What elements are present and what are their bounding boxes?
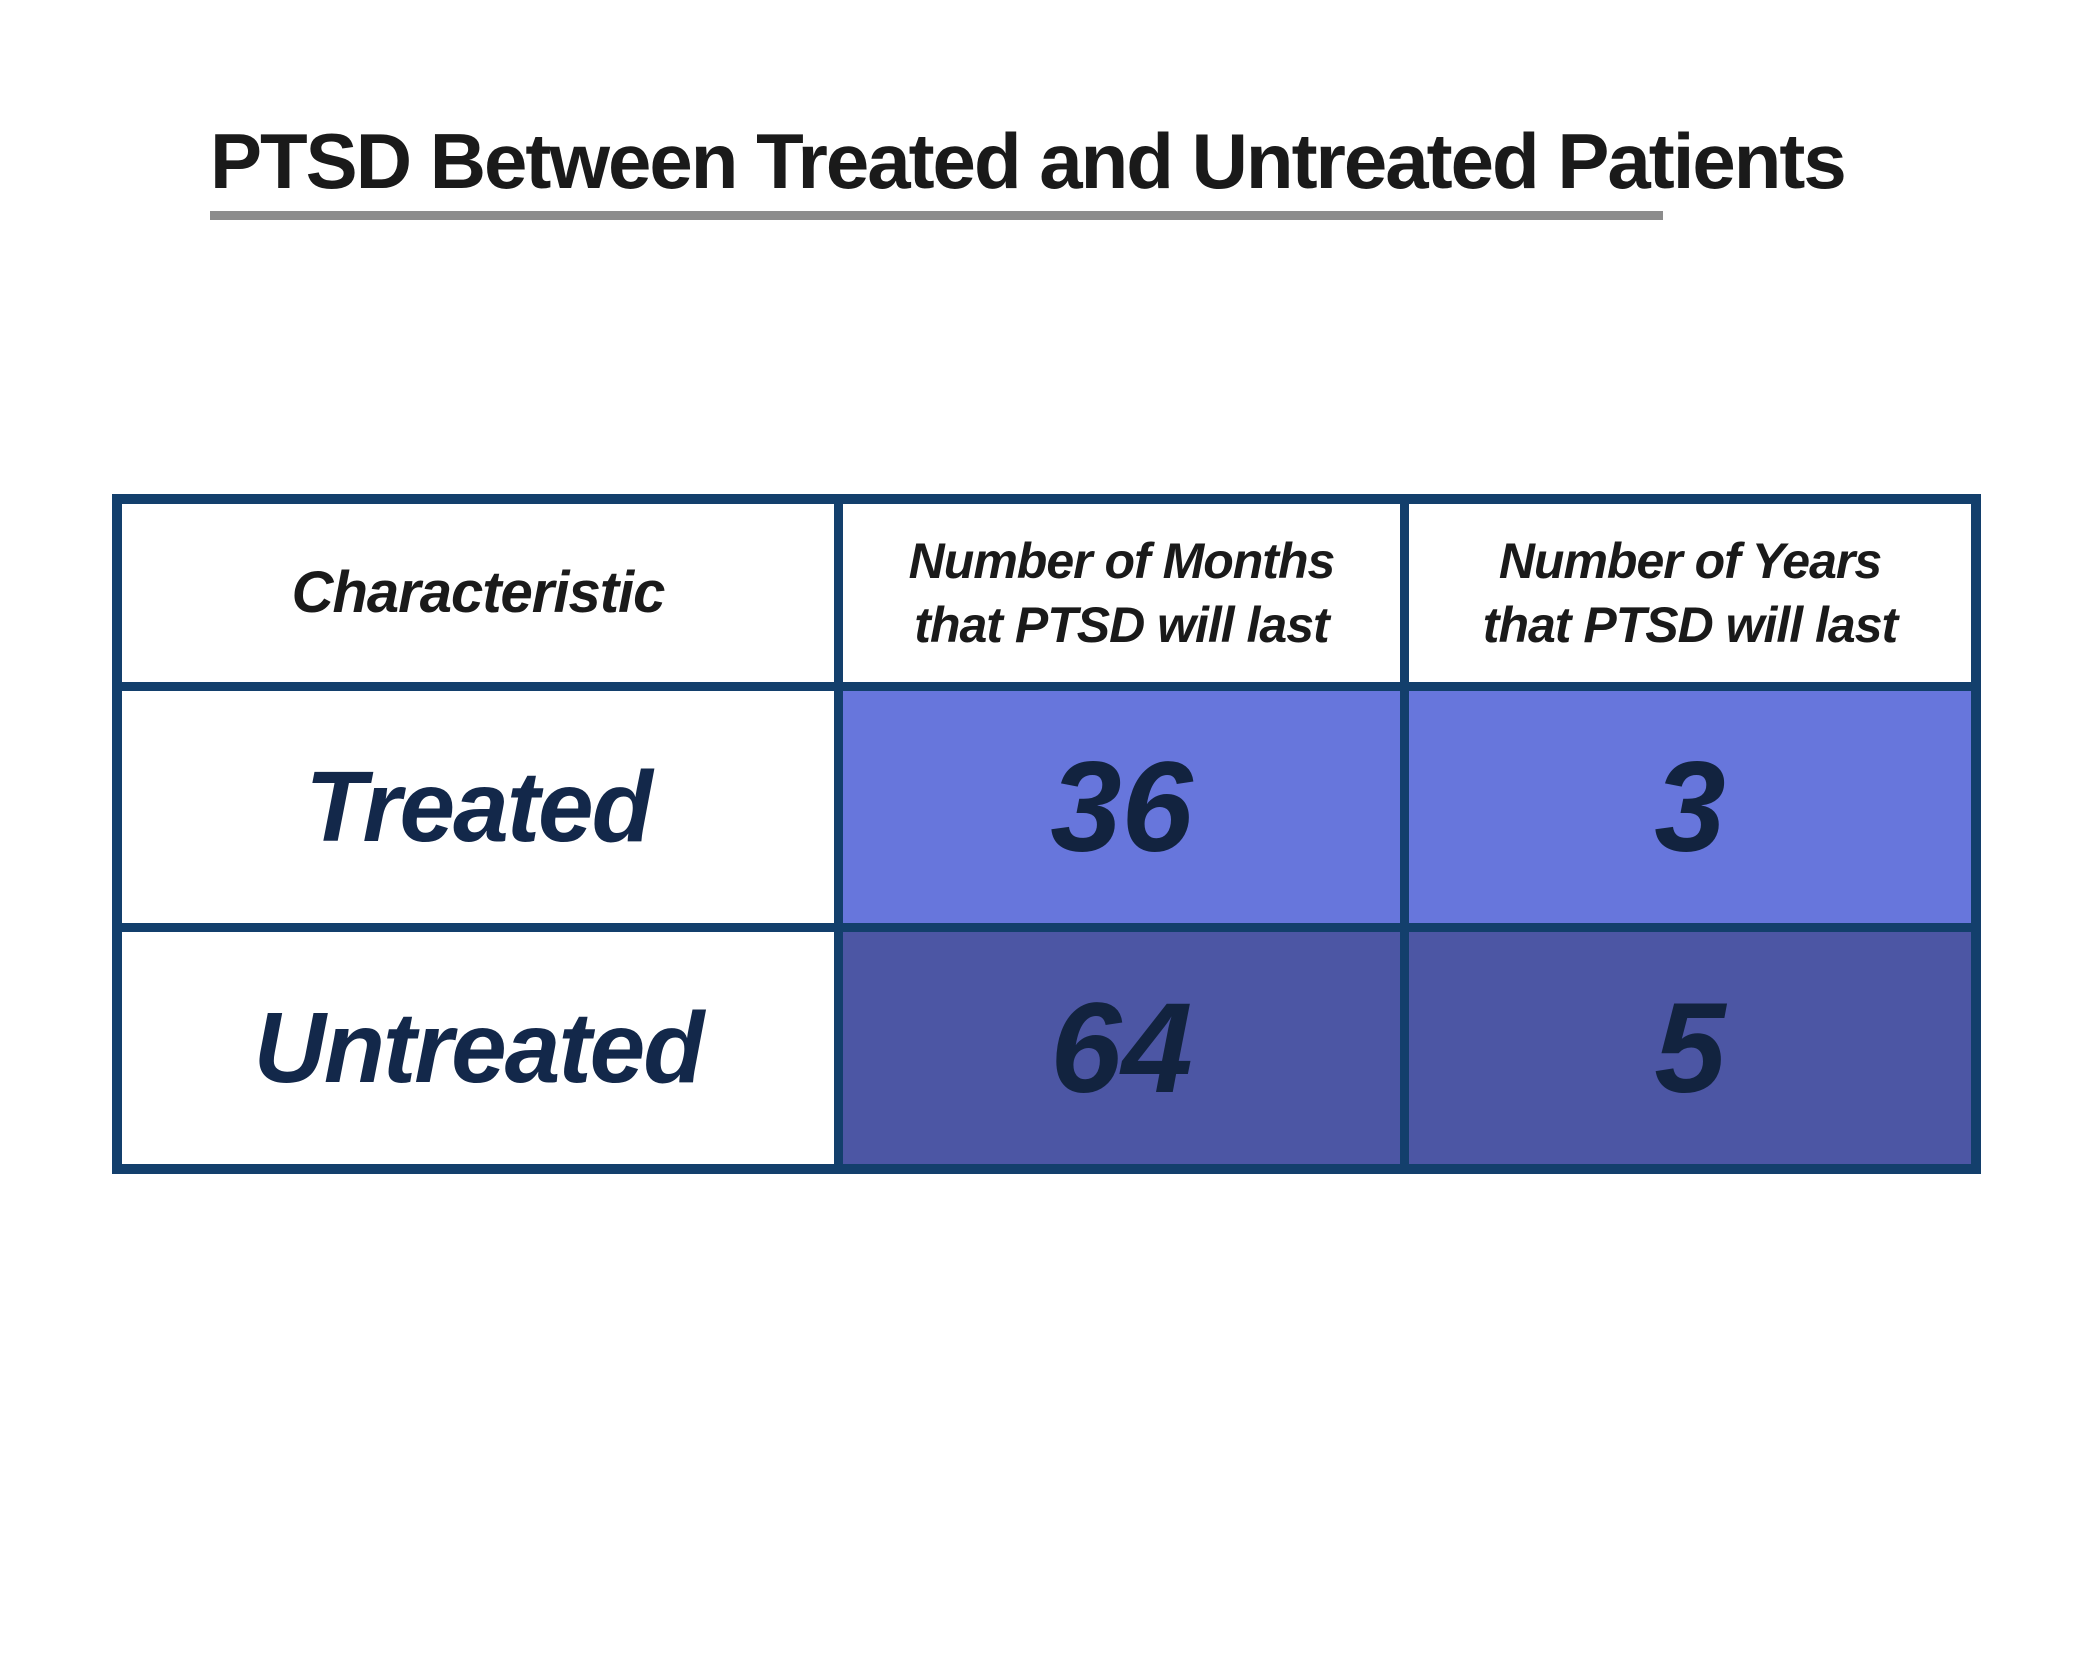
header-years-line1: Number of Years — [1498, 533, 1882, 589]
header-years: Number of Years that PTSD will last — [1409, 504, 1971, 682]
row-untreated-label-cell: Untreated — [122, 932, 834, 1164]
untreated-years-value: 5 — [1654, 976, 1726, 1120]
data-table: Characteristic Number of Months that PTS… — [112, 494, 1981, 1174]
row-untreated-label: Untreated — [253, 991, 705, 1104]
row-treated-label: Treated — [305, 750, 652, 863]
untreated-months-cell: 64 — [843, 932, 1400, 1164]
treated-months-cell: 36 — [843, 691, 1400, 923]
treated-years-value: 3 — [1654, 735, 1726, 879]
page-title: PTSD Between Treated and Untreated Patie… — [210, 117, 1847, 205]
row-treated-label-cell: Treated — [122, 691, 834, 923]
header-characteristic-label: Characteristic — [291, 559, 666, 625]
header-months-line1: Number of Months — [908, 533, 1336, 589]
header-months: Number of Months that PTSD will last — [843, 504, 1400, 682]
treated-months-value: 36 — [1050, 735, 1193, 879]
header-characteristic: Characteristic — [122, 504, 834, 682]
untreated-months-value: 64 — [1050, 976, 1193, 1120]
title-underline — [210, 211, 1663, 220]
treated-years-cell: 3 — [1409, 691, 1971, 923]
header-months-line2: that PTSD will last — [914, 597, 1329, 653]
untreated-years-cell: 5 — [1409, 932, 1971, 1164]
header-years-line2: that PTSD will last — [1482, 597, 1898, 653]
